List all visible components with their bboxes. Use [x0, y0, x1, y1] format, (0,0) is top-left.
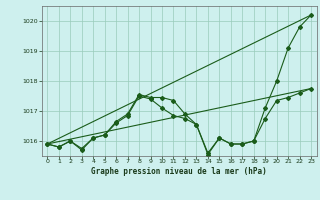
X-axis label: Graphe pression niveau de la mer (hPa): Graphe pression niveau de la mer (hPa): [91, 167, 267, 176]
